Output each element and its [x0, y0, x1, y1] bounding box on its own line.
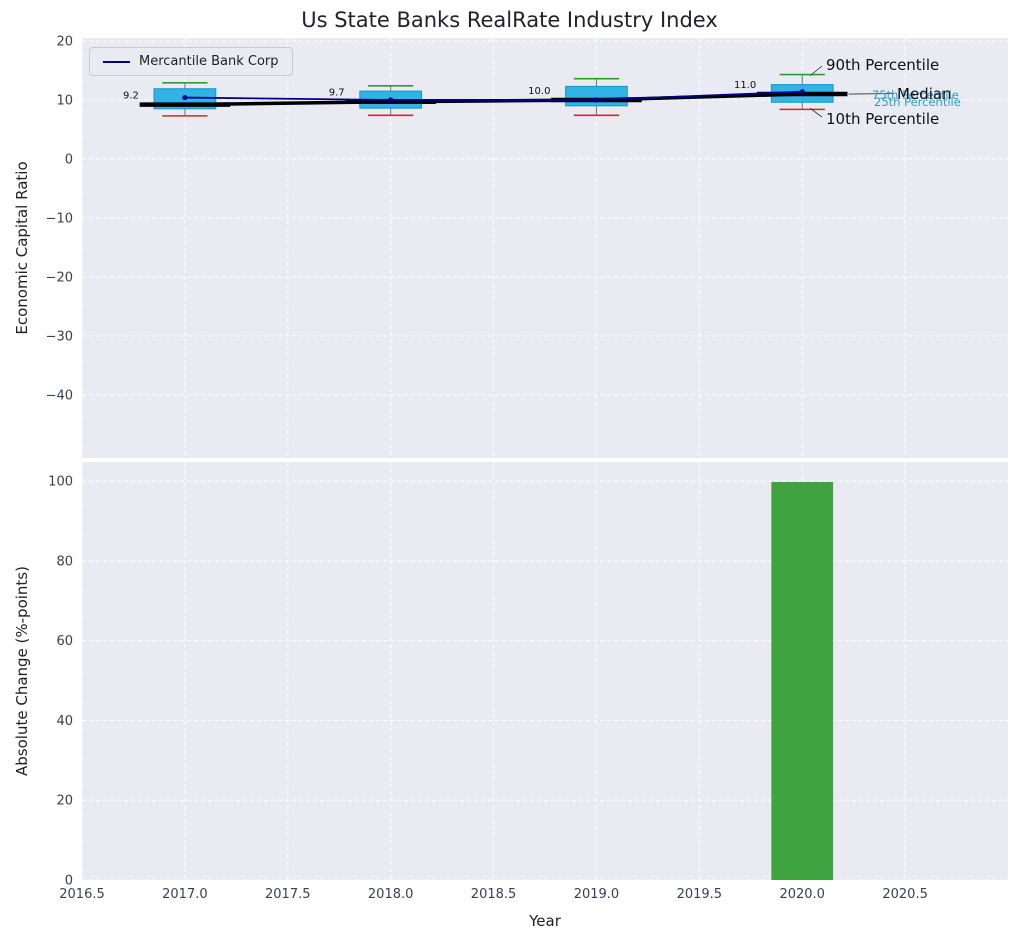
top-y-axis-label: Economic Capital Ratio	[13, 161, 31, 335]
legend: Mercantile Bank Corp	[89, 47, 293, 76]
x-tick-label: 2018.5	[471, 887, 517, 902]
top-plot-background	[82, 38, 1008, 458]
x-tick-label: 2019.5	[677, 887, 723, 902]
median-value-label: 11.0	[734, 80, 756, 91]
top-y-tick-label: 20	[56, 34, 73, 49]
company-point	[593, 97, 600, 103]
x-tick-label: 2020.5	[882, 887, 928, 902]
iqr-box	[565, 85, 628, 107]
median-value-label: 10.0	[528, 86, 550, 97]
annotation-90th-percentile: 90th Percentile	[826, 56, 940, 74]
company-point	[388, 97, 394, 103]
top-y-tick-label: 0	[65, 152, 73, 167]
bottom-y-tick-label: 100	[48, 475, 73, 490]
change-bar	[771, 481, 834, 880]
annotation-75th-percentile: 75th Percentile	[872, 88, 959, 102]
top-y-tick-label: −20	[46, 270, 73, 285]
top-y-tick-label: −40	[46, 388, 73, 403]
company-point	[182, 94, 188, 101]
annotation-line-median	[848, 93, 895, 95]
bottom-y-tick-label: 0	[65, 874, 73, 889]
median-value-label: 9.7	[329, 88, 345, 99]
x-tick-label: 2018.0	[368, 887, 414, 902]
bottom-y-tick-label: 80	[56, 554, 73, 569]
x-tick-label: 2017.5	[265, 887, 311, 902]
annotation-10th-percentile: 10th Percentile	[826, 110, 940, 128]
annotation-line-90th	[809, 65, 823, 76]
x-tick-label: 2019.0	[574, 887, 620, 902]
company-line	[184, 90, 803, 101]
bottom-y-tick-label: 20	[56, 794, 73, 809]
x-tick-label: 2016.5	[59, 887, 105, 902]
top-y-tick-label: −10	[46, 211, 73, 226]
top-y-tick-label: 10	[56, 93, 73, 108]
legend-label: Mercantile Bank Corp	[139, 54, 279, 69]
x-tick-label: 2017.0	[162, 887, 208, 902]
bottom-y-tick-label: 60	[56, 634, 73, 649]
x-tick-label: 2020.0	[779, 887, 825, 902]
chart-title: Us State Banks RealRate Industry Index	[301, 8, 718, 32]
bottom-plot-background	[82, 462, 1008, 880]
company-point	[799, 89, 805, 95]
median-value-label: 9.2	[123, 91, 139, 102]
annotation-median: Median	[897, 85, 952, 103]
annotation-25th-percentile: 25th Percentile	[874, 95, 961, 109]
bottom-y-axis-label: Absolute Change (%-points)	[13, 566, 31, 776]
annotation-line-10th	[809, 108, 823, 118]
bottom-y-tick-label: 40	[56, 714, 73, 729]
top-y-tick-label: −30	[46, 329, 73, 344]
legend-line-sample	[103, 60, 130, 63]
x-axis-label: Year	[529, 912, 561, 930]
